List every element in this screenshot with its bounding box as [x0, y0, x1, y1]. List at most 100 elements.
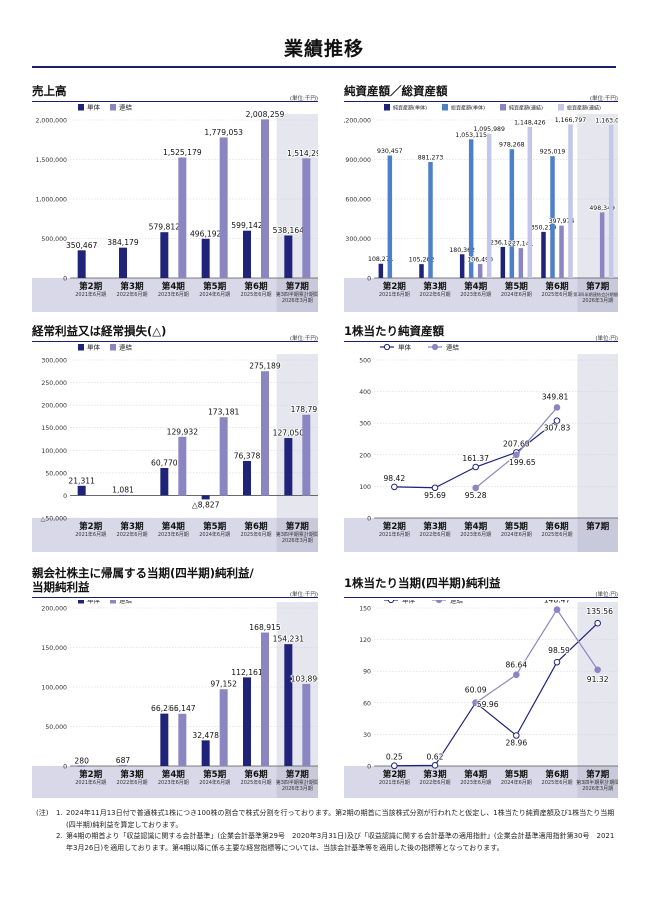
panel-rule	[344, 341, 618, 342]
data-point	[513, 671, 520, 679]
x-axis-band	[32, 766, 318, 798]
data-label: 86.64	[505, 661, 527, 670]
y-tick-label: 0	[367, 764, 371, 771]
data-label: 1,053,115	[455, 132, 487, 139]
data-label: 1,081	[112, 485, 134, 494]
y-tick-label: 150	[359, 606, 371, 613]
bar	[568, 124, 573, 278]
legend-swatch	[78, 344, 84, 351]
bar	[419, 264, 424, 278]
panel-title: 1株当たり当期(四半期)純利益	[344, 576, 501, 590]
data-label: 1,779,053	[204, 128, 243, 137]
y-tick-label: 200	[359, 452, 371, 459]
panel-title: 純資産額／総資産額	[344, 84, 448, 98]
footnote-number: 2.	[56, 832, 63, 840]
x-category-label: 第5期	[505, 520, 529, 532]
x-category-label: 第3期	[120, 768, 144, 780]
y-tick-label: 1,500,000	[36, 157, 68, 164]
data-point	[594, 666, 601, 674]
data-label: 66,289	[151, 704, 178, 713]
x-sublabel: 2023年6月期	[158, 779, 189, 786]
x-category-label: 第3期	[423, 520, 447, 532]
x-axis-band-forecast	[577, 766, 618, 798]
panel-title: 売上高	[32, 84, 67, 98]
x-category-label: 第5期	[505, 280, 529, 292]
legend-label: 純資産額(連結)	[509, 105, 543, 112]
x-axis-band-forecast	[577, 278, 618, 312]
data-label: 129,932	[167, 427, 199, 436]
data-label: 108,271	[368, 256, 394, 263]
bar	[119, 765, 127, 766]
data-label: 95.69	[424, 491, 446, 500]
data-label: 1,514,295	[287, 149, 318, 158]
bar	[243, 677, 251, 766]
legend-marker	[431, 344, 439, 351]
eps-chart: 0306090120150第2期2021年6月期第3期2022年6月期第4期20…	[344, 600, 618, 798]
x-category-label: 第6期	[545, 280, 569, 292]
data-label: 168,915	[249, 623, 281, 632]
bar	[550, 156, 555, 278]
sales-panel: 売上高 (単位:千円) 0 500,000 1,000,000 1,500,000 2,…	[32, 84, 318, 314]
x-sublabel: 2026年3月期	[582, 297, 613, 304]
x-sublabel: 2026年3月期	[582, 785, 613, 792]
x-sublabel: 2022年6月期	[117, 291, 148, 298]
data-point	[472, 463, 479, 471]
y-tick-label: 150,000	[41, 645, 67, 652]
y-tick-label: 100,000	[41, 448, 67, 455]
data-label: 112,161	[231, 668, 263, 677]
bar	[428, 161, 433, 278]
bar	[468, 139, 474, 278]
x-sublabel: 2021年6月期	[379, 531, 410, 538]
net-assets-chart: 0 300,000 600,000 900,000 1,200,000 第2期2021年6…	[344, 104, 618, 312]
bar	[559, 225, 564, 278]
bar	[243, 230, 251, 278]
x-sublabel: 2021年6月期	[379, 779, 410, 786]
sales-chart: 0500,0001,000,0001,500,0002,000,000第2期20…	[32, 104, 318, 312]
bar	[219, 689, 228, 766]
y-tick-label: 30	[363, 732, 371, 739]
data-label: 32,478	[192, 731, 219, 740]
x-sublabel: 2024年6月期	[199, 531, 230, 538]
data-label: 105,262	[409, 257, 435, 264]
y-tick-label: 120	[359, 637, 371, 644]
bar	[486, 133, 492, 278]
x-axis-band	[344, 766, 618, 798]
legend-label: 単体	[87, 104, 101, 112]
bar	[459, 254, 465, 278]
data-label: 1,525,179	[163, 148, 202, 157]
data-label: 930,457	[377, 148, 403, 155]
data-label: 599,142	[231, 221, 263, 230]
x-category-label: 第4期	[464, 768, 488, 780]
legend-swatch	[110, 104, 116, 111]
bar	[160, 467, 169, 496]
legend-swatch	[442, 104, 448, 111]
bar	[77, 250, 86, 278]
legend-swatch	[78, 104, 84, 111]
x-category-label: 第7期	[286, 768, 310, 780]
data-label: 97,152	[210, 680, 237, 689]
x-category-label: 第3期	[120, 280, 144, 292]
x-sublabel: 2024年6月期	[501, 531, 532, 538]
data-label: 350,219	[531, 224, 557, 231]
y-tick-label: 200,000	[41, 606, 67, 613]
data-label: 384,179	[107, 238, 139, 247]
y-tick-label: 0	[367, 276, 371, 283]
net-income-panel: 親会社株主に帰属する当期(四半期)純利益/ 当期純利益 (単位:千円) 0 50,…	[32, 566, 318, 798]
x-category-label: 第4期	[162, 520, 186, 532]
x-category-label: 第7期	[586, 520, 610, 532]
bar	[178, 436, 187, 496]
x-category-label: 第7期	[586, 768, 610, 780]
x-category-label: 第5期	[203, 768, 227, 780]
forecast-shade	[276, 354, 318, 518]
data-label: 106,490	[467, 256, 493, 263]
data-label: 98.59	[548, 646, 570, 655]
x-sublabel: 2021年6月期	[75, 531, 106, 538]
data-label: 59.96	[477, 700, 499, 709]
bar	[77, 485, 86, 496]
x-category-label: 第5期	[203, 280, 227, 292]
legend-swatch	[78, 600, 84, 604]
data-label: 881,273	[418, 154, 444, 161]
x-sublabel: 2022年6月期	[420, 291, 451, 298]
x-sublabel: 2024年6月期	[199, 779, 230, 786]
